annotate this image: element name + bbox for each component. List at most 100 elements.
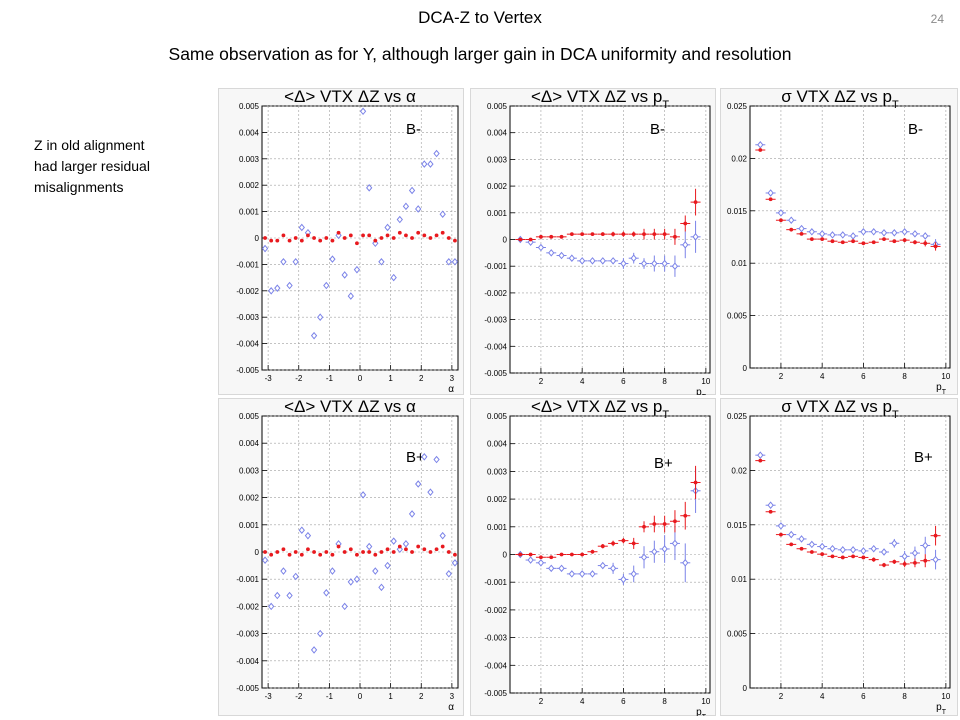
x-tick-label: 6 xyxy=(621,377,626,386)
data-point xyxy=(819,230,826,238)
data-point xyxy=(911,230,919,238)
slide-subtitle: Same observation as for Y, although larg… xyxy=(168,44,792,64)
data-point xyxy=(299,552,304,557)
data-point xyxy=(599,257,606,265)
data-point xyxy=(342,236,347,240)
data-point xyxy=(404,233,408,238)
data-point xyxy=(261,556,269,564)
y-tick-label: 0.005 xyxy=(487,412,508,421)
data-point xyxy=(422,233,427,238)
data-point xyxy=(323,281,330,290)
y-tick-label: -0.003 xyxy=(484,316,507,325)
x-tick-label: 8 xyxy=(662,697,667,706)
data-point xyxy=(860,227,867,236)
y-tick-label: -0.003 xyxy=(236,630,259,639)
data-point xyxy=(590,232,595,237)
data-point xyxy=(440,544,445,549)
y-tick-label: 0.001 xyxy=(487,523,508,532)
data-point xyxy=(372,567,379,575)
data-point xyxy=(642,524,646,529)
data-point xyxy=(548,564,555,573)
panel-badge: B- xyxy=(650,121,665,138)
data-point xyxy=(415,480,422,488)
data-point xyxy=(416,544,421,549)
plot-p1: -3 -2 -1 0 1 2 3 -0.005 -0.004 -0.003 -0.002 -0.001… xyxy=(218,88,464,395)
x-tick-label: 6 xyxy=(861,372,866,381)
data-point xyxy=(839,231,846,239)
data-point xyxy=(527,556,534,564)
data-point xyxy=(640,259,648,268)
series-old-alignment xyxy=(515,468,701,585)
data-point xyxy=(851,239,855,244)
data-point xyxy=(324,236,329,240)
y-tick-label: -0.001 xyxy=(236,260,259,269)
data-point xyxy=(569,552,574,557)
data-point xyxy=(630,570,637,578)
data-point xyxy=(421,160,428,168)
data-point xyxy=(385,233,390,238)
data-point xyxy=(373,552,378,557)
x-tick-label: 2 xyxy=(539,697,544,706)
y-tick-label: -0.002 xyxy=(236,602,259,611)
y-tick-label: 0.015 xyxy=(727,207,748,216)
data-point xyxy=(579,570,586,578)
data-point xyxy=(820,552,825,557)
data-point xyxy=(589,570,596,578)
y-tick-label: 0.02 xyxy=(731,466,747,475)
data-point xyxy=(422,547,427,552)
plot-p6: 2 4 6 8 10 0 0.005 0.01 0.015 0.02 0.025 σ VTX ΔZ v… xyxy=(720,398,958,716)
data-point xyxy=(355,552,359,557)
data-point xyxy=(757,140,764,149)
data-point xyxy=(446,550,451,554)
data-point xyxy=(620,259,627,268)
data-point xyxy=(275,238,280,243)
y-tick-label: 0.025 xyxy=(727,412,748,421)
data-point xyxy=(599,561,606,570)
data-point xyxy=(539,555,543,560)
data-point xyxy=(798,224,805,233)
data-point xyxy=(611,232,615,237)
data-point xyxy=(682,559,689,567)
data-point xyxy=(348,547,353,552)
data-point xyxy=(559,552,564,557)
y-tick-label: -0.004 xyxy=(236,340,259,349)
y-tick-label: 0 xyxy=(503,236,508,245)
data-point xyxy=(768,509,773,514)
data-point xyxy=(402,540,410,548)
data-point xyxy=(410,236,414,240)
data-point xyxy=(589,257,596,265)
data-point xyxy=(390,537,397,545)
y-tick-label: 0 xyxy=(503,551,508,560)
data-point xyxy=(558,251,565,260)
data-point xyxy=(281,547,286,552)
data-point xyxy=(391,236,396,240)
data-point xyxy=(882,563,886,567)
data-point xyxy=(621,538,626,543)
data-point xyxy=(568,254,576,262)
data-point xyxy=(820,237,825,241)
data-point xyxy=(559,234,564,239)
data-point xyxy=(913,560,917,565)
y-tick-label: -0.005 xyxy=(236,366,259,375)
data-point xyxy=(683,221,688,226)
data-point xyxy=(410,550,414,554)
data-point xyxy=(396,215,403,224)
y-tick-label: 0.003 xyxy=(487,467,508,476)
y-tick-label: -0.004 xyxy=(484,661,507,670)
series-old-alignment xyxy=(515,220,701,277)
data-point xyxy=(359,491,367,499)
data-point xyxy=(293,236,298,240)
series-new-alignment xyxy=(263,230,457,246)
x-tick-label: -2 xyxy=(295,374,303,383)
data-point xyxy=(830,554,835,559)
data-point xyxy=(580,232,585,237)
x-tick-label: 2 xyxy=(779,372,784,381)
data-point xyxy=(923,241,928,246)
data-point xyxy=(312,236,316,240)
data-point xyxy=(539,234,543,239)
panel-badge: B- xyxy=(908,121,923,138)
data-point xyxy=(390,273,397,282)
data-point xyxy=(558,564,565,573)
y-tick-label: 0.001 xyxy=(239,208,260,217)
data-point xyxy=(439,531,446,540)
